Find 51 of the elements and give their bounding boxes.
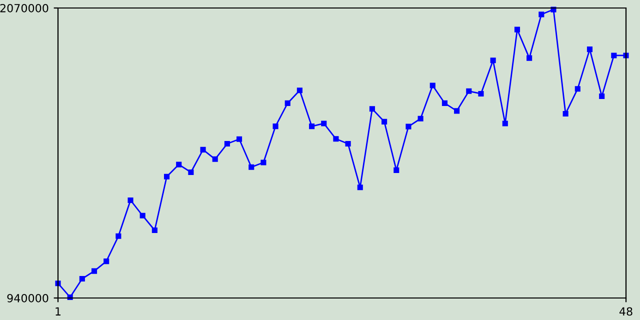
point <box>91 268 98 274</box>
point <box>586 46 593 52</box>
point <box>430 82 436 88</box>
point <box>164 174 170 180</box>
y-tick-label: 2070000 <box>0 4 48 12</box>
point <box>623 52 629 58</box>
x-tick-label: 1 <box>56 307 61 316</box>
point <box>442 100 448 106</box>
point <box>418 116 424 122</box>
point <box>550 6 556 12</box>
point <box>574 86 580 92</box>
point <box>212 156 218 162</box>
point <box>248 164 254 170</box>
point <box>490 58 496 64</box>
point <box>224 140 230 147</box>
point <box>599 94 605 100</box>
point <box>309 124 315 130</box>
x-tick-label: 48 <box>619 307 632 316</box>
point <box>345 140 351 147</box>
point <box>55 280 61 286</box>
point <box>152 227 158 234</box>
point <box>104 258 110 264</box>
point <box>176 162 182 168</box>
point <box>140 212 146 218</box>
point <box>357 184 363 190</box>
point <box>394 167 400 173</box>
point <box>284 100 290 106</box>
y-tick-label: 940000 <box>7 294 48 302</box>
point <box>454 108 460 114</box>
point <box>321 120 327 126</box>
point <box>333 136 339 142</box>
point <box>116 233 122 239</box>
point <box>272 124 278 130</box>
point <box>296 88 302 94</box>
point <box>369 106 375 112</box>
point <box>260 160 266 166</box>
point <box>514 26 520 32</box>
point <box>538 12 544 18</box>
point <box>526 55 532 61</box>
point <box>466 88 472 94</box>
point <box>502 120 508 126</box>
point <box>406 124 412 130</box>
point <box>611 52 617 58</box>
point <box>188 169 194 176</box>
point <box>236 136 242 142</box>
point <box>478 90 484 96</box>
point <box>200 146 206 152</box>
point <box>562 110 568 117</box>
point <box>128 197 134 203</box>
point <box>382 118 388 124</box>
point <box>79 276 85 282</box>
